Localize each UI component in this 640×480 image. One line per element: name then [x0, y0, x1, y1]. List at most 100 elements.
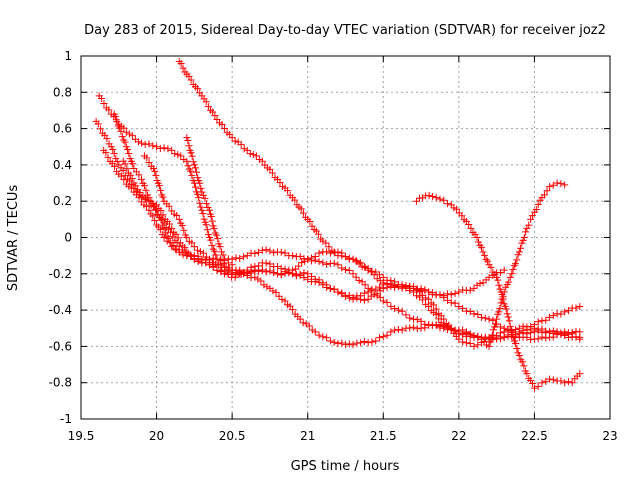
data-point-marker: [228, 261, 236, 269]
data-point-marker: [342, 252, 349, 260]
data-point-marker: [459, 330, 467, 338]
y-tick-label: -0.2: [49, 267, 72, 281]
data-point-marker: [270, 249, 278, 257]
data-point-marker: [495, 281, 503, 289]
data-point-marker: [177, 60, 185, 68]
data-point-marker: [529, 212, 537, 220]
data-point-marker: [243, 146, 251, 154]
data-point-marker: [338, 339, 346, 347]
data-point-marker: [493, 335, 501, 343]
data-point-marker: [157, 206, 165, 214]
data-point-marker: [367, 268, 375, 276]
data-point-marker: [549, 376, 557, 384]
data-point-marker: [262, 259, 270, 267]
data-point-marker: [228, 269, 236, 277]
data-point-marker: [117, 172, 125, 180]
data-point-marker: [532, 206, 540, 214]
data-point-marker: [270, 268, 278, 276]
data-point-marker: [459, 304, 467, 312]
data-point-marker: [204, 103, 212, 111]
data-point-marker: [125, 130, 133, 138]
data-point-marker: [198, 255, 206, 263]
x-tick-label: 22: [451, 429, 466, 443]
data-point-marker: [398, 307, 406, 315]
data-point-marker: [345, 254, 353, 262]
data-point-marker: [251, 249, 259, 257]
data-point-marker: [168, 224, 176, 232]
data-point-marker: [167, 228, 175, 236]
data-point-marker: [334, 340, 342, 348]
data-point-marker: [564, 378, 572, 386]
data-point-marker: [572, 333, 580, 341]
data-point-marker: [387, 328, 395, 336]
data-point-marker: [447, 325, 455, 333]
data-point-marker: [379, 297, 387, 305]
data-point-marker: [413, 325, 421, 333]
data-point-marker: [368, 338, 376, 346]
data-point-marker: [145, 158, 153, 166]
data-point-marker: [561, 308, 569, 316]
data-point-marker: [315, 331, 323, 339]
data-point-marker: [546, 313, 554, 321]
data-point-marker: [520, 362, 528, 370]
data-point-marker: [166, 220, 174, 228]
data-point-marker: [519, 236, 527, 244]
data-point-marker: [268, 169, 276, 177]
data-point-marker: [489, 326, 497, 334]
data-point-marker: [185, 72, 193, 80]
x-tick-label: 21: [300, 429, 315, 443]
data-point-marker: [195, 194, 203, 202]
data-point-marker: [525, 221, 533, 229]
data-point-marker: [349, 270, 357, 278]
data-point-marker: [266, 260, 274, 268]
data-point-marker: [224, 259, 232, 267]
data-point-marker: [373, 292, 381, 300]
y-tick-label: 0.2: [53, 194, 72, 208]
data-point-marker: [187, 167, 195, 175]
data-point-marker: [137, 139, 145, 147]
data-point-marker: [334, 288, 342, 296]
data-point-marker: [141, 195, 149, 203]
data-point-marker: [391, 304, 399, 312]
y-tick-label: -0.6: [49, 339, 72, 353]
data-point-marker: [334, 248, 342, 256]
data-point-marker: [145, 196, 153, 204]
data-point-marker: [273, 270, 281, 278]
data-point-marker: [257, 277, 265, 285]
data-point-marker: [196, 248, 204, 256]
data-point-marker: [307, 257, 315, 265]
data-point-marker: [523, 330, 531, 338]
data-point-marker: [160, 224, 168, 232]
data-point-marker: [576, 370, 584, 378]
data-point-marker: [289, 270, 297, 278]
data-point-marker: [159, 211, 167, 219]
data-point-marker: [218, 121, 226, 129]
data-point-marker: [221, 255, 229, 263]
data-point-marker: [200, 215, 208, 223]
data-point-marker: [153, 201, 161, 209]
data-point-marker: [360, 337, 368, 345]
data-point-marker: [364, 339, 372, 347]
data-point-marker: [117, 127, 125, 135]
data-point-marker: [345, 340, 353, 348]
data-point-marker: [134, 138, 142, 146]
data-point-marker: [104, 153, 112, 161]
data-point-marker: [541, 191, 549, 199]
data-point-marker: [485, 273, 493, 281]
data-point-marker: [425, 302, 433, 310]
data-point-marker: [149, 200, 157, 208]
data-point-marker: [505, 317, 513, 325]
data-point-marker: [451, 299, 459, 307]
data-point-marker: [334, 261, 342, 269]
series-pass-7: [140, 152, 259, 278]
data-point-marker: [503, 310, 511, 318]
data-point-marker: [209, 108, 217, 116]
data-point-marker: [249, 151, 257, 159]
data-point-marker: [180, 155, 188, 163]
data-point-marker: [487, 263, 495, 271]
data-point-marker: [352, 256, 360, 264]
data-point-marker: [372, 285, 380, 293]
data-point-marker: [530, 328, 538, 336]
data-point-marker: [183, 157, 191, 165]
data-point-marker: [357, 339, 365, 347]
